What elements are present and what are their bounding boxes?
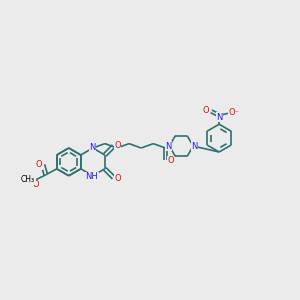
Text: NH: NH [85, 172, 98, 181]
Text: O: O [203, 106, 210, 115]
Text: O: O [114, 140, 121, 149]
Text: N: N [191, 142, 197, 151]
Text: O: O [167, 156, 174, 165]
Text: N: N [216, 113, 222, 122]
Text: O: O [114, 174, 121, 183]
Text: O: O [33, 180, 39, 189]
Text: CH₃: CH₃ [21, 175, 35, 184]
Text: O: O [36, 160, 42, 169]
Text: N: N [165, 142, 172, 151]
Text: N: N [90, 142, 96, 152]
Text: O⁻: O⁻ [229, 108, 239, 117]
